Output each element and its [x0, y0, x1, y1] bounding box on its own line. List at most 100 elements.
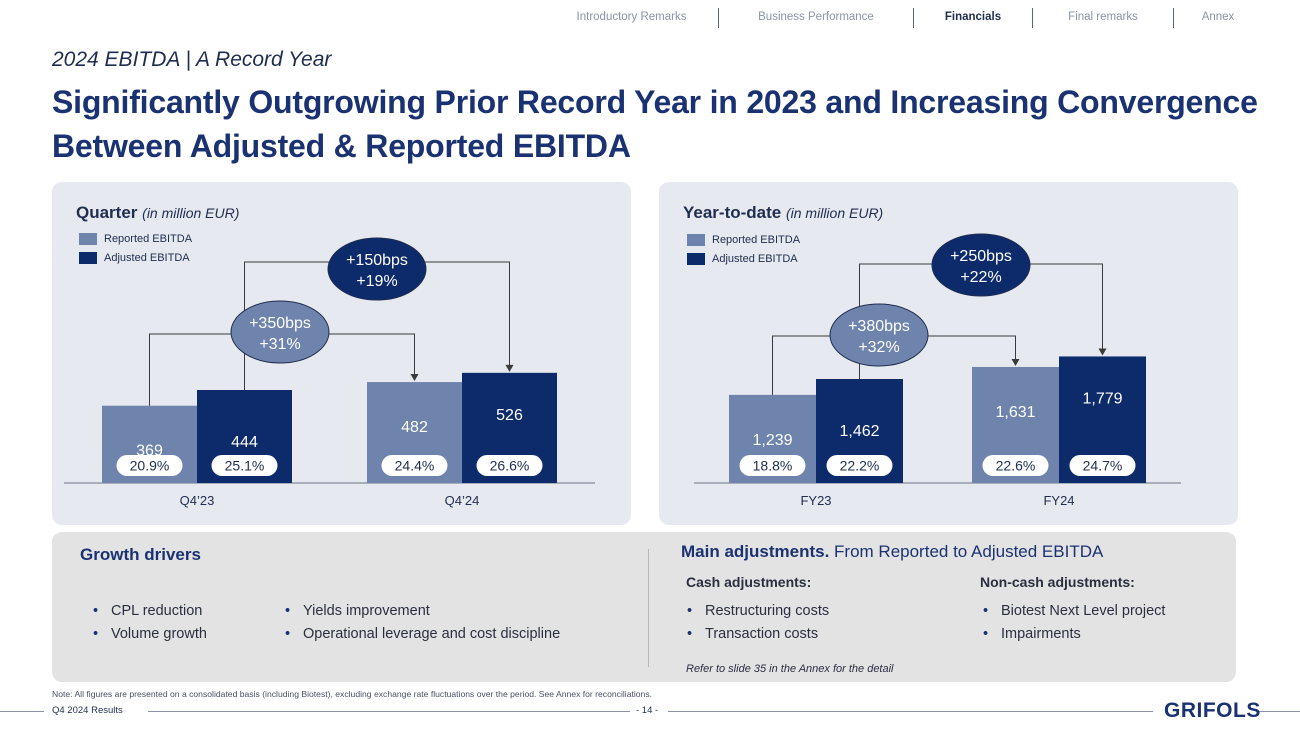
top-nav: Introductory Remarks Business Performanc…: [545, 8, 1265, 28]
quarter-bar-chart: 36920.9%44425.1%Q4’2348224.4%52626.6%Q4’…: [64, 237, 595, 508]
margin-label: 24.4%: [395, 458, 435, 474]
legend-label-adjusted: Adjusted EBITDA: [712, 252, 798, 265]
ytd-chart-title-note: (in million EUR): [785, 205, 884, 221]
legend-swatch-adjusted: [687, 252, 705, 265]
nav-item-business-performance[interactable]: Business Performance: [719, 8, 914, 28]
bar-value-label: 526: [496, 407, 523, 424]
bar-value-label: 1,239: [752, 432, 792, 449]
x-tick-label: FY23: [800, 493, 831, 508]
growth-drivers-list-2: Yields improvement Operational leverage …: [285, 600, 560, 645]
list-item: Yields improvement: [285, 600, 560, 623]
growth-ellipse: [327, 237, 427, 301]
margin-label: 20.9%: [130, 458, 170, 474]
growth-pct-label: +31%: [259, 336, 300, 353]
bar-value-label: 1,462: [839, 423, 879, 440]
nav-item-annex[interactable]: Annex: [1201, 11, 1235, 23]
margin-pill: [826, 455, 893, 476]
x-tick-label: Q4’24: [445, 493, 480, 508]
connector-arrowhead: [505, 364, 514, 372]
bar-value-label: 482: [401, 419, 428, 436]
panel-divider: [648, 549, 649, 667]
main-adjustments-title-rest: From Reported to Adjusted EBITDA: [829, 542, 1104, 561]
page-number: - 14 -: [636, 705, 659, 716]
legend-swatch-reported: [79, 232, 97, 245]
margin-label: 18.8%: [753, 458, 793, 474]
ytd-legend: Reported EBITDA Adjusted EBITDA: [687, 230, 800, 268]
growth-bps-label: +350bps: [249, 315, 311, 332]
growth-bps-label: +150bps: [346, 252, 408, 269]
list-item: Operational leverage and cost discipline: [285, 623, 560, 646]
quarter-chart-title-note: (in million EUR): [142, 205, 240, 221]
list-item: Transaction costs: [687, 623, 829, 646]
quarter-legend: Reported EBITDA Adjusted EBITDA: [79, 229, 192, 267]
main-adjustments-title-bold: Main adjustments.: [681, 542, 830, 561]
connector-arrowhead: [410, 374, 419, 382]
legend-label-adjusted: Adjusted EBITDA: [104, 251, 190, 264]
legend-label-reported: Reported EBITDA: [104, 232, 193, 245]
slide-subtitle: 2024 EBITDA | A Record Year: [52, 48, 332, 71]
nav-item-final-remarks[interactable]: Final remarks: [1033, 8, 1174, 28]
margin-pill: [982, 455, 1049, 476]
margin-pill: [739, 455, 806, 476]
growth-drivers-list-1: CPL reduction Volume growth: [93, 600, 207, 645]
quarter-chart-title: Quarter (in million EUR): [76, 203, 239, 223]
growth-drivers-title: Growth drivers: [80, 545, 201, 564]
connector-arrowhead: [1098, 348, 1107, 356]
grifols-logo: GRIFOLS: [1164, 699, 1261, 722]
margin-label: 25.1%: [225, 458, 265, 474]
x-tick-label: FY24: [1043, 493, 1074, 508]
list-item: Biotest Next Level project: [983, 600, 1165, 623]
margin-label: 22.6%: [996, 458, 1036, 474]
margin-label: 24.7%: [1083, 458, 1123, 474]
legend-item-adjusted: Adjusted EBITDA: [687, 249, 800, 268]
bar-value-label: 1,779: [1082, 390, 1122, 407]
nav-item-financials[interactable]: Financials: [914, 8, 1033, 28]
footnote: Note: All figures are presented on a con…: [52, 689, 653, 699]
footer-rule-mid-left: [148, 711, 630, 712]
growth-bps-label: +250bps: [950, 248, 1012, 265]
margin-label: 22.2%: [840, 458, 880, 474]
growth-ellipse: [931, 233, 1031, 297]
bar-value-label: 444: [231, 434, 258, 451]
nav-item-introductory-remarks[interactable]: Introductory Remarks: [545, 8, 719, 28]
growth-bps-label: +380bps: [848, 318, 910, 335]
legend-item-adjusted: Adjusted EBITDA: [79, 248, 192, 267]
margin-pill: [211, 455, 278, 476]
legend-item-reported: Reported EBITDA: [79, 229, 192, 248]
bar-value-label: 1,631: [995, 404, 1035, 421]
cash-adjustments-title: Cash adjustments:: [686, 574, 812, 590]
x-tick-label: Q4’23: [180, 493, 215, 508]
margin-label: 26.6%: [490, 458, 530, 474]
non-cash-adjustments-title: Non-cash adjustments:: [980, 574, 1135, 590]
ytd-chart-title: Year-to-date (in million EUR): [683, 203, 883, 223]
margin-pill: [476, 455, 543, 476]
connector-arrowhead: [1011, 358, 1020, 366]
legend-label-reported: Reported EBITDA: [712, 233, 801, 246]
footer-rule-left: [0, 711, 44, 712]
growth-ellipse: [230, 300, 330, 364]
legend-swatch-adjusted: [79, 251, 97, 264]
quarter-chart-title-text: Quarter: [76, 203, 138, 222]
legend-swatch-reported: [687, 233, 705, 246]
list-item: CPL reduction: [93, 600, 207, 623]
margin-pill: [116, 455, 183, 476]
legend-item-reported: Reported EBITDA: [687, 230, 800, 249]
non-cash-adjustments-list: Biotest Next Level project Impairments: [983, 600, 1165, 645]
ytd-bar-chart: 1,239 18.8% 1,462 22.2% FY23 1,631 22.6% 1,779 2…: [694, 233, 1181, 508]
main-adjustments-title: Main adjustments. From Reported to Adjus…: [681, 542, 1103, 562]
margin-pill: [381, 455, 448, 476]
footer-report-name: Q4 2024 Results: [52, 705, 123, 716]
footer-rule-right: [1258, 711, 1300, 712]
annex-reference-note: Refer to slide 35 in the Annex for the d…: [686, 663, 894, 675]
list-item: Impairments: [983, 623, 1165, 646]
growth-pct-label: +32%: [858, 339, 899, 356]
list-item: Restructuring costs: [687, 600, 829, 623]
growth-pct-label: +22%: [960, 269, 1001, 286]
growth-ellipse: [829, 303, 929, 367]
slide-headline: Significantly Outgrowing Prior Record Ye…: [52, 84, 1258, 164]
growth-pct-label: +19%: [356, 273, 397, 290]
footer-rule-mid-right: [668, 711, 1153, 712]
ytd-chart-title-text: Year-to-date: [683, 203, 782, 222]
list-item: Volume growth: [93, 623, 207, 646]
margin-pill: [1069, 455, 1136, 476]
